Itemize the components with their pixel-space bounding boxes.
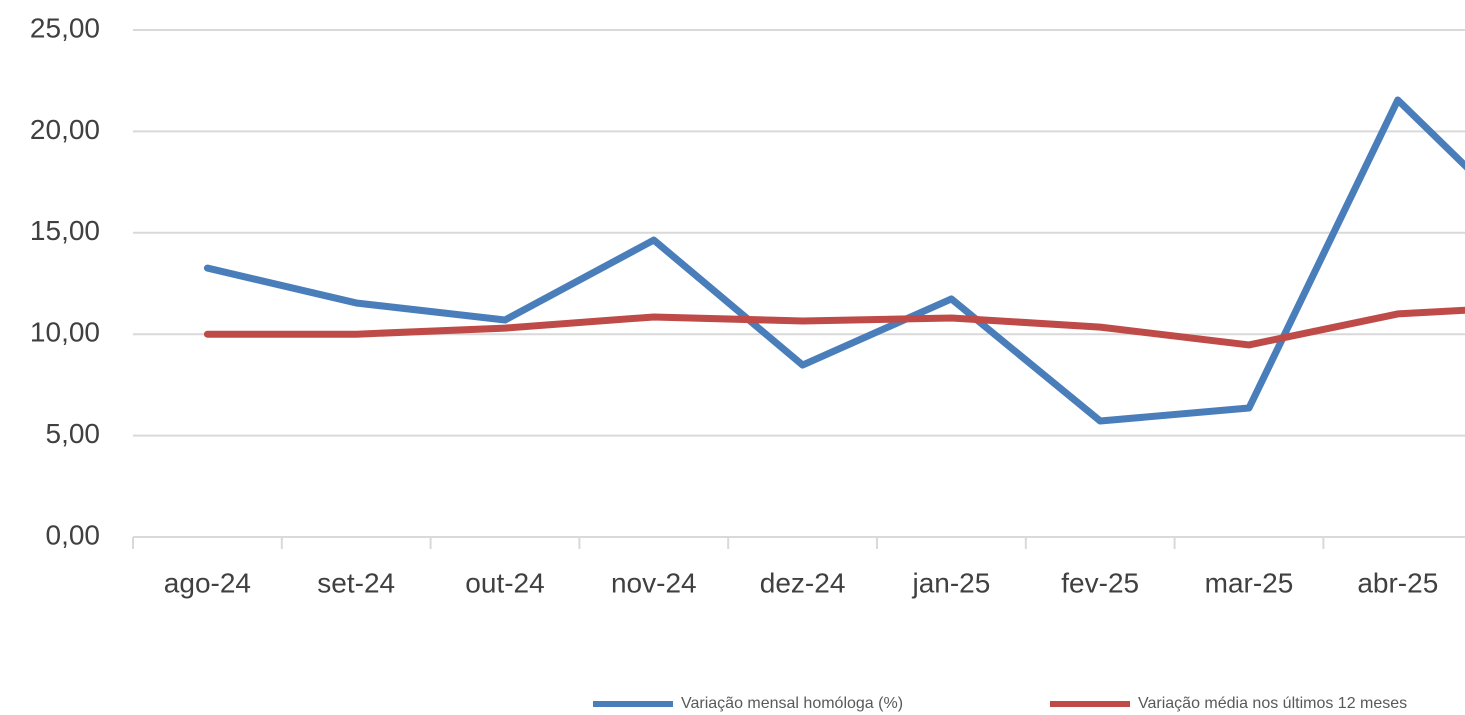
x-tick-label: set-24: [317, 567, 395, 598]
series-line: [203, 306, 1465, 349]
x-tick-label: mar-25: [1205, 567, 1294, 598]
x-tick-label: dez-24: [760, 567, 846, 598]
x-tick-label: nov-24: [611, 567, 697, 598]
x-tick-label: jan-25: [911, 567, 990, 598]
y-tick-label: 0,00: [46, 519, 101, 550]
y-tick-label: 10,00: [30, 317, 100, 348]
x-tick-label: fev-25: [1061, 567, 1139, 598]
y-tick-label: 20,00: [30, 114, 100, 145]
y-tick-label: 5,00: [46, 418, 101, 449]
y-tick-label: 15,00: [30, 215, 100, 246]
series-line: [203, 96, 1465, 425]
legend-label: Variação média nos últimos 12 meses: [1138, 695, 1407, 712]
x-tick-label: abr-25: [1357, 567, 1438, 598]
legend-label: Variação mensal homóloga (%): [681, 695, 903, 712]
y-tick-label: 25,00: [30, 12, 100, 43]
x-tick-label: out-24: [465, 567, 544, 598]
x-tick-label: ago-24: [164, 567, 251, 598]
